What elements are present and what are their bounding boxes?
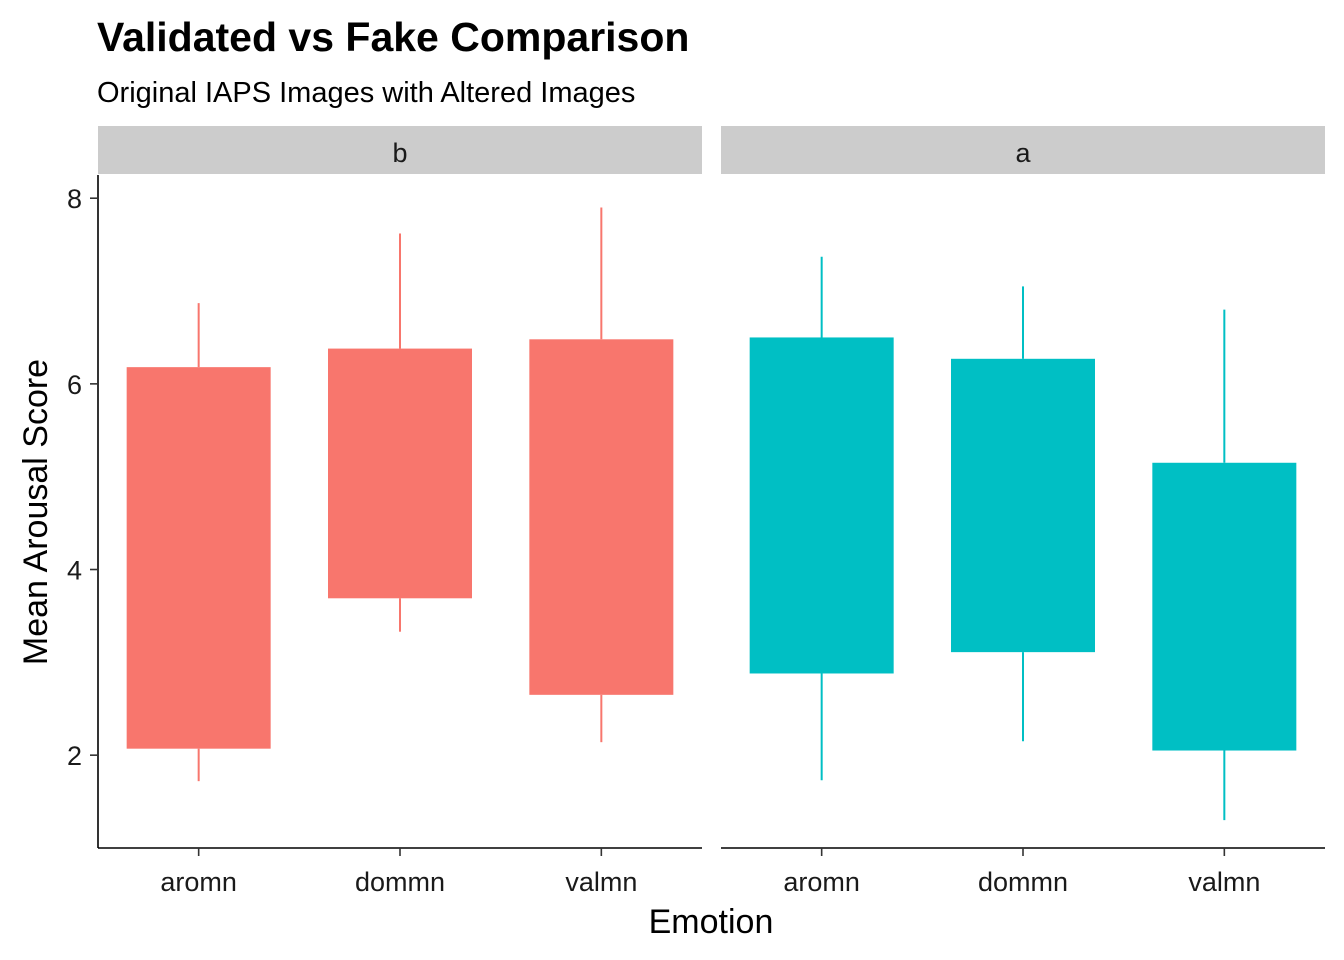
y-tick-label: 6 [67,370,82,400]
x-axis-title: Emotion [649,903,774,941]
y-tick-label: 4 [67,556,82,586]
box-b-valmn [529,207,674,743]
y-tick-label: 8 [67,184,82,214]
facet-strip [721,126,1325,174]
box-b-dommn [328,233,472,632]
box-body [1152,462,1297,751]
box-body [126,367,271,749]
box-body [328,348,472,599]
facet-strip-label: b [392,138,407,168]
x-tick-label: dommn [978,867,1068,897]
x-tick-label: valmn [1188,867,1260,897]
box-body [529,339,674,695]
x-tick-label: aromn [783,867,860,897]
facet-strip-label: a [1015,138,1031,168]
y-axis-title: Mean Arousal Score [17,359,55,665]
chart-subtitle: Original IAPS Images with Altered Images [97,77,635,109]
facet-strip [98,126,702,174]
box-a-dommn [951,286,1095,742]
chart-title: Validated vs Fake Comparison [97,14,689,60]
x-tick-label: dommn [355,867,445,897]
box-body [951,358,1095,653]
box-b-aromn [126,303,271,782]
facet-panels: b aromn dommn valmn a aromn dommn valmn [98,126,1325,897]
facet-panel-a: a aromn dommn valmn [721,126,1325,897]
x-tick-label: valmn [565,867,637,897]
facet-panel-b: b aromn dommn valmn [98,126,702,897]
box-body [749,337,894,674]
box-a-valmn [1152,309,1297,821]
y-tick-label: 2 [67,741,82,771]
x-tick-label: aromn [160,867,237,897]
box-a-aromn [749,256,894,781]
y-axis: 2 4 6 8 [67,175,99,848]
